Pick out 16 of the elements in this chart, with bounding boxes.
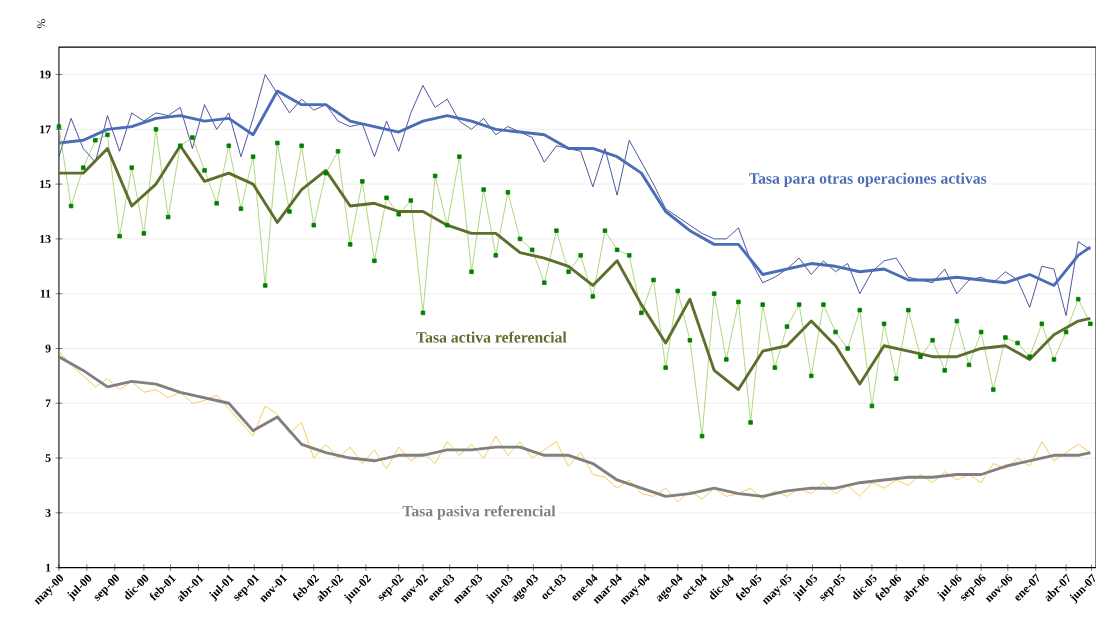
y-tick-label: 19 (40, 70, 51, 79)
text: Tasa para otras operaciones activas (749, 172, 987, 188)
y-tick-label: 17 (40, 125, 51, 134)
y-tick-label: 7 (45, 399, 51, 408)
line-series (58, 74, 1091, 317)
text: Tasa activa referencial (416, 331, 567, 343)
line-series (58, 144, 1092, 392)
y-tick-label: 3 (45, 509, 51, 518)
y-tick-label: 11 (40, 290, 51, 298)
text: Tasa pasiva referencial (402, 505, 556, 520)
y-tick-label: 9 (45, 344, 51, 353)
y-tick-label: 15 (40, 180, 51, 189)
y-axis-title: % (37, 19, 46, 29)
y-tick-label: 5 (45, 454, 51, 463)
y-tick-label: 1 (46, 563, 51, 572)
y-tick-label: 13 (40, 235, 51, 244)
